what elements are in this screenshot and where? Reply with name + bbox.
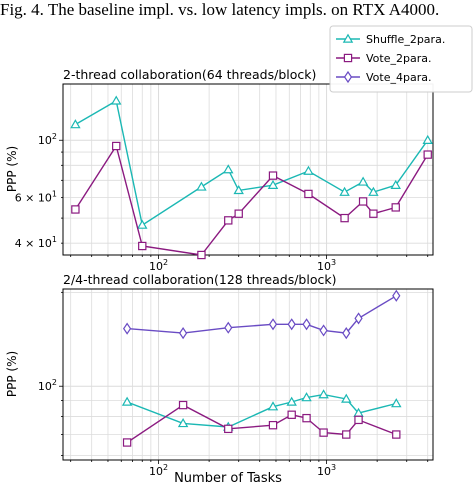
y-tick-label: 102 [38,132,57,147]
legend-marker [342,33,354,43]
grid-lines [63,84,433,255]
data-point [392,289,401,302]
data-point [267,401,279,411]
x-tick-label: 103 [317,463,336,478]
chart-panel-1: 102 103 4 × 101 6 × 101 102 2-thread collabor… [5,67,434,273]
data-point [268,420,278,430]
x-tick-label: 102 [149,258,168,273]
series-line [126,393,397,428]
data-point [286,396,297,406]
data-point [302,318,311,331]
data-point [268,171,278,180]
data-point [178,327,188,340]
data-point [121,396,133,406]
axes-frame [62,83,434,256]
data-point [301,392,312,402]
data-point [319,428,328,437]
grid-lines [63,289,433,460]
data-point [342,430,351,439]
data-point [224,216,233,225]
data-point [287,318,296,331]
figure-caption: Fig. 4. The baseline impl. vs. low laten… [0,0,440,19]
data-point [302,413,311,423]
data-point [71,205,80,214]
legend-marker [343,70,353,84]
data-point [354,415,363,425]
data-point [122,438,132,447]
series-vote-2para- [122,400,401,447]
data-point [340,213,349,223]
data-point [268,318,278,331]
y-tick-label: 102 [38,378,57,393]
data-point [70,119,81,129]
data-point [234,209,243,218]
data-point [392,430,401,439]
data-point [177,417,189,428]
data-point [303,165,314,175]
axes-frame [62,288,434,461]
data-point [357,176,369,186]
y-axis-label: PPP (%) [5,351,19,397]
legend-label: Shuffle_2para. [366,33,445,46]
data-point [110,95,122,105]
data-point [304,189,313,199]
data-point [223,164,234,174]
series-line [127,295,397,334]
legend-label: Vote_2para. [366,52,431,65]
x-axis-label: Number of Tasks [174,471,282,486]
data-point [319,324,328,337]
data-point [342,327,351,340]
series-vote-4para- [122,289,401,340]
data-point [369,209,378,218]
legend-box [329,25,473,93]
data-point [178,400,188,410]
chart-panel-2: 102 103 102 2/4-thread collaboration(128 th… [5,272,434,486]
data-point [341,393,352,403]
x-tick-label: 103 [317,258,336,273]
y-tick-label: 6 × 101 [15,190,57,205]
y-tick-label: 4 × 101 [15,235,57,250]
x-tick-label: 102 [149,463,168,478]
data-point [287,410,296,419]
data-point [122,322,132,335]
legend: Shuffle_2para. Vote_2para. Vote_4para. [329,25,473,93]
data-point [267,179,279,189]
data-point [137,219,148,229]
legend-label: Vote_4para. [366,71,431,84]
data-point [196,181,207,191]
data-point [391,203,400,212]
series-line [75,99,429,227]
data-point [138,241,147,251]
data-point [423,150,432,159]
data-point [224,424,233,434]
data-point [112,141,121,151]
data-point [339,186,350,196]
data-point [224,321,233,334]
series-line [126,404,397,444]
legend-marker [343,53,353,63]
panel-title: 2/4-thread collaboration(128 threads/blo… [63,272,336,287]
data-point [197,250,206,260]
data-point [368,186,379,196]
panel-title: 2-thread collaboration(64 threads/block) [63,67,316,82]
data-point [354,312,363,325]
series-shuffle-2para- [70,95,433,229]
series-line [74,144,429,256]
y-axis-label: PPP (%) [5,146,19,192]
data-point [391,398,402,408]
data-point [390,179,401,189]
data-point [233,184,244,195]
data-point [358,197,368,206]
series-shuffle-2para- [121,389,402,431]
series-vote-2para- [71,141,432,260]
data-point [422,134,433,144]
data-point [318,389,329,399]
